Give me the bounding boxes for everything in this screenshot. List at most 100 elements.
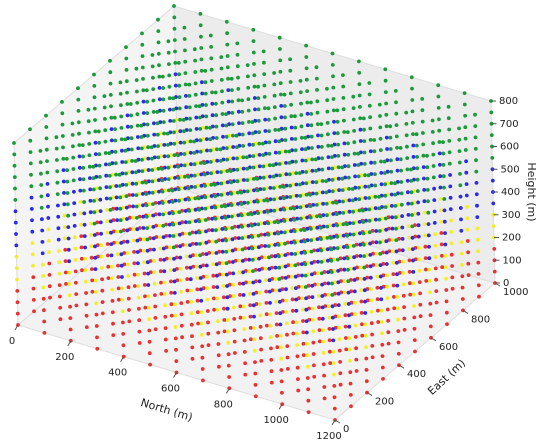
point	[176, 176, 181, 180]
point	[460, 297, 465, 301]
point	[84, 291, 88, 295]
point	[409, 190, 414, 195]
point	[187, 220, 192, 225]
point	[441, 140, 445, 145]
point	[197, 230, 202, 235]
point	[246, 200, 250, 205]
point	[300, 147, 304, 152]
point	[109, 127, 114, 131]
point	[380, 342, 385, 347]
point	[262, 221, 267, 226]
point	[275, 334, 279, 338]
point	[63, 236, 67, 241]
point	[223, 227, 228, 232]
point	[156, 155, 161, 160]
point	[197, 207, 202, 212]
point	[417, 268, 422, 273]
point	[303, 285, 308, 289]
point	[427, 267, 432, 272]
point	[310, 306, 315, 311]
point	[219, 78, 224, 82]
point	[437, 140, 442, 144]
point	[42, 319, 47, 324]
point	[119, 103, 123, 108]
point	[220, 249, 225, 254]
point	[118, 195, 123, 200]
point	[45, 159, 49, 164]
point	[211, 273, 216, 278]
point	[28, 127, 32, 132]
point	[262, 95, 267, 99]
point	[199, 183, 204, 188]
y-axis-label: East (m)	[425, 357, 468, 398]
point	[318, 214, 323, 219]
point	[146, 294, 151, 299]
point	[266, 232, 271, 237]
point	[136, 261, 140, 266]
point	[310, 180, 315, 185]
point	[94, 324, 99, 328]
point	[133, 159, 138, 163]
point	[316, 271, 321, 276]
point	[205, 148, 209, 153]
point	[177, 72, 182, 77]
point	[86, 107, 91, 112]
point	[315, 248, 320, 253]
point	[100, 300, 105, 304]
point	[193, 92, 198, 97]
point	[335, 234, 340, 239]
point	[269, 369, 274, 374]
point	[71, 178, 76, 183]
point	[262, 187, 266, 192]
point	[278, 207, 283, 212]
point	[77, 165, 82, 170]
point	[96, 129, 101, 134]
point	[399, 168, 403, 173]
point	[192, 162, 197, 167]
point	[251, 154, 256, 159]
point	[156, 51, 161, 56]
point	[284, 161, 288, 165]
point	[420, 97, 425, 101]
point	[268, 323, 273, 328]
point	[408, 292, 413, 297]
point	[56, 203, 60, 208]
point	[249, 337, 253, 342]
point	[73, 269, 78, 274]
point	[272, 82, 277, 87]
point	[125, 228, 130, 233]
point	[410, 120, 415, 125]
point	[131, 215, 136, 220]
point	[161, 212, 166, 217]
point	[141, 237, 146, 242]
point	[82, 200, 86, 204]
point	[322, 373, 326, 378]
point	[209, 182, 214, 187]
point	[161, 120, 166, 124]
point	[237, 258, 242, 263]
point	[262, 198, 267, 203]
point	[336, 176, 341, 181]
point	[269, 357, 274, 362]
point	[272, 93, 277, 98]
point	[130, 159, 135, 163]
point	[77, 143, 82, 148]
point	[383, 205, 388, 210]
point	[236, 236, 241, 241]
point	[373, 172, 377, 177]
point	[162, 143, 167, 147]
point	[147, 317, 152, 321]
point	[93, 255, 98, 260]
point	[402, 305, 406, 309]
point	[219, 193, 224, 197]
point	[83, 268, 88, 273]
point	[90, 278, 95, 283]
point	[473, 146, 478, 151]
point	[241, 281, 246, 286]
point	[224, 261, 229, 266]
point	[211, 285, 216, 289]
point	[271, 174, 276, 179]
point	[225, 65, 230, 70]
point	[384, 112, 389, 117]
point	[217, 364, 221, 369]
